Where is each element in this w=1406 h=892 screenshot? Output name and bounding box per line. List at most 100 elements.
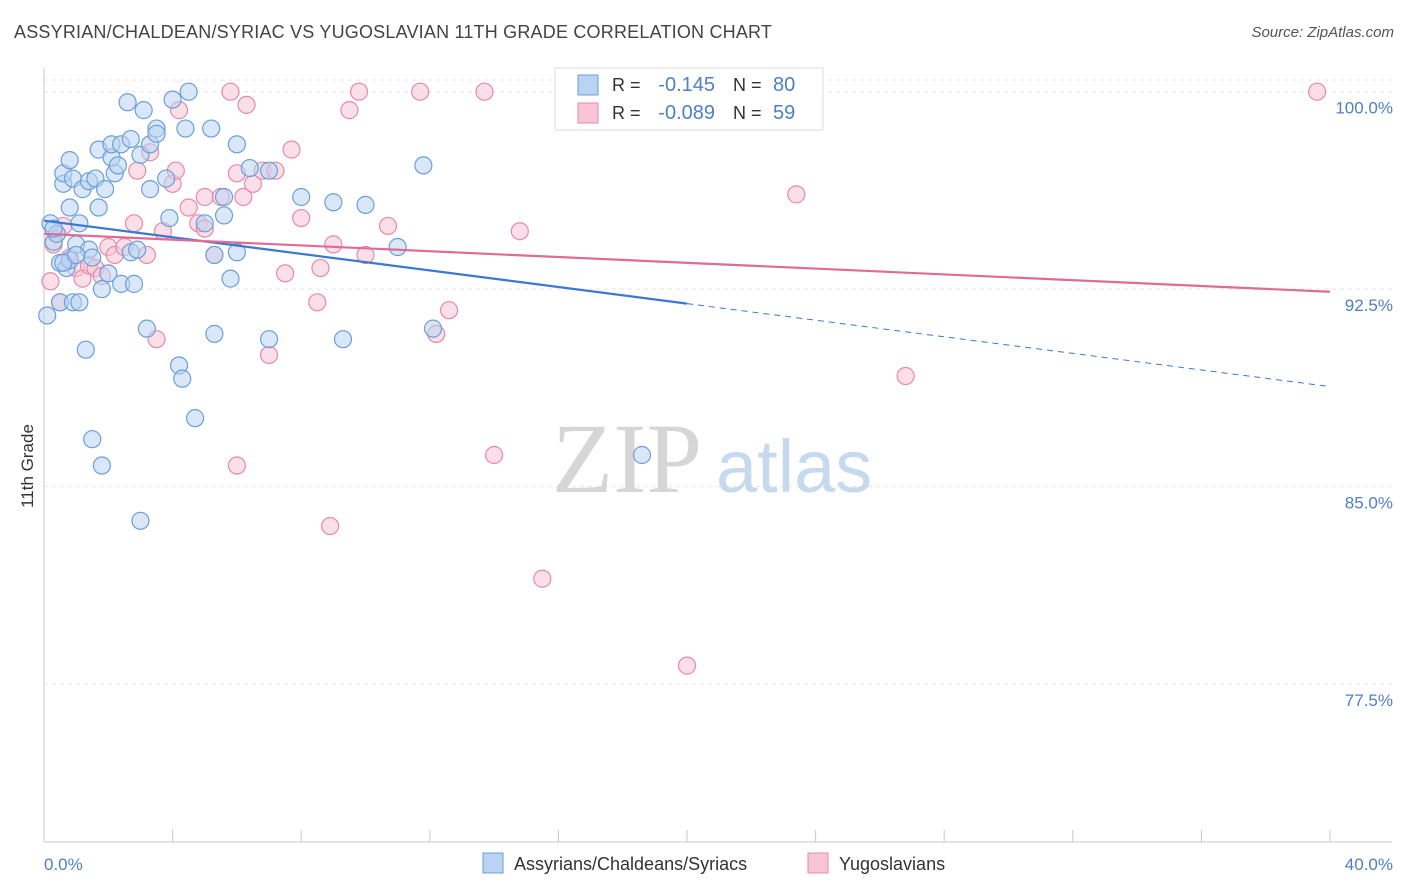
legend-label: Assyrians/Chaldeans/Syriacs	[514, 854, 747, 874]
trend-lines	[43, 219, 1331, 388]
data-point	[92, 280, 111, 299]
data-point	[140, 180, 160, 199]
data-point	[60, 151, 79, 170]
data-point	[205, 324, 224, 343]
data-point	[349, 82, 369, 101]
data-point	[214, 187, 234, 207]
data-point	[356, 195, 375, 214]
data-point	[221, 82, 240, 101]
data-point	[70, 293, 89, 312]
data-point	[121, 129, 140, 149]
stats-box-frame	[554, 67, 824, 131]
series-yugoslavians-points	[41, 82, 1327, 675]
stats-n-label: N =	[733, 103, 762, 123]
data-point	[475, 82, 494, 101]
data-point	[38, 306, 57, 325]
watermark-zip: ZIP	[552, 403, 702, 514]
data-point	[131, 511, 150, 530]
data-point	[321, 516, 340, 536]
data-point	[234, 187, 253, 207]
data-point	[205, 245, 224, 265]
stats-r-value: -0.089	[658, 102, 715, 124]
data-point	[108, 156, 128, 175]
stats-r-label: R =	[612, 103, 641, 123]
data-point	[179, 82, 198, 101]
stats-legend: R = -0.145 N = 80 R = -0.089 N = 59	[554, 67, 824, 131]
source-label: Source: ZipAtlas.com	[1251, 24, 1394, 41]
data-point	[414, 156, 433, 175]
data-point	[44, 219, 63, 238]
data-point	[259, 345, 279, 365]
data-point	[124, 214, 144, 233]
data-point	[259, 161, 279, 180]
data-point	[214, 206, 234, 225]
data-point	[632, 445, 652, 465]
stats-r-label: R =	[612, 75, 641, 95]
data-point	[221, 269, 240, 288]
chart-title: ASSYRIAN/CHALDEAN/SYRIAC VS YUGOSLAVIAN …	[14, 22, 773, 42]
data-point	[99, 264, 118, 283]
data-point	[282, 140, 301, 159]
data-point	[411, 82, 430, 101]
data-point	[533, 569, 552, 588]
data-point	[324, 193, 343, 212]
data-point	[163, 90, 182, 109]
data-point	[92, 456, 111, 475]
data-point	[173, 369, 192, 388]
watermark-atlas: atlas	[716, 425, 872, 508]
data-point	[324, 235, 343, 254]
data-point	[340, 101, 359, 120]
stats-n-value: 80	[773, 74, 795, 96]
legend-swatch	[482, 852, 504, 874]
data-point	[227, 456, 246, 475]
series-assyrians-points	[38, 82, 652, 530]
data-point	[292, 187, 311, 207]
data-point	[83, 430, 102, 449]
data-point	[378, 216, 398, 236]
data-point	[240, 158, 259, 178]
x-tick-label: 40.0%	[1345, 855, 1393, 874]
data-point	[195, 214, 214, 233]
axes: 0.0% 40.0%	[43, 68, 1393, 874]
data-point	[186, 409, 205, 428]
data-point	[787, 185, 806, 204]
x-tick-label: 0.0%	[44, 855, 83, 874]
data-point	[333, 330, 353, 349]
data-point	[137, 319, 156, 338]
gridlines: 100.0% 92.5% 85.0% 77.5%	[44, 79, 1393, 710]
data-point	[124, 274, 144, 293]
data-point	[147, 124, 166, 143]
data-point	[60, 198, 79, 217]
trend-line-assyrians	[43, 219, 688, 305]
data-point	[160, 208, 179, 228]
stats-swatch	[577, 74, 599, 96]
trend-line-yugoslavians	[43, 232, 1331, 293]
data-point	[202, 119, 221, 138]
stats-n-label: N =	[733, 75, 762, 95]
stats-r-value: -0.145	[658, 74, 715, 96]
data-point	[41, 272, 60, 291]
stats-swatch	[577, 102, 599, 124]
data-point	[485, 445, 504, 465]
legend-label: Yugoslavians	[839, 854, 945, 874]
y-tick-label: 77.5%	[1345, 691, 1393, 710]
data-point	[176, 119, 195, 138]
y-tick-label: 92.5%	[1345, 296, 1393, 315]
data-point	[128, 240, 147, 259]
watermark: ZIP atlas	[552, 403, 872, 514]
bottom-legend: Assyrians/Chaldeans/Syriacs Yugoslavians	[482, 852, 945, 874]
data-point	[227, 135, 246, 154]
data-point	[311, 258, 330, 278]
data-point	[89, 198, 108, 217]
data-point	[179, 198, 198, 217]
data-point	[134, 101, 153, 120]
data-point	[677, 656, 697, 675]
data-point	[95, 180, 115, 199]
data-point	[292, 208, 311, 228]
y-tick-label: 85.0%	[1345, 494, 1393, 513]
data-point	[896, 366, 915, 386]
data-point	[70, 214, 89, 233]
data-point	[439, 301, 459, 320]
data-point	[227, 243, 246, 262]
